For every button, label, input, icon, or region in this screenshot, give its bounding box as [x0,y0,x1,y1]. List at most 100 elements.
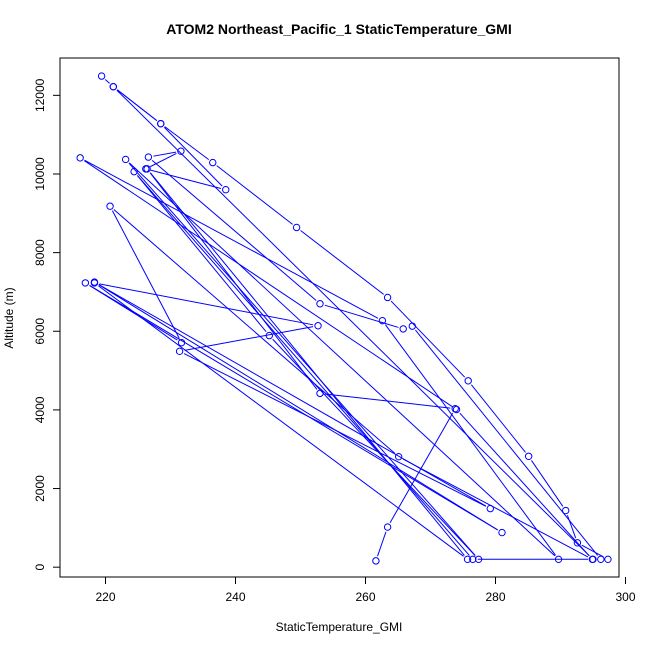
series-line-segment [324,304,399,328]
data-point [474,555,483,564]
series-line-segment [116,89,158,121]
data-point [378,316,387,325]
series-line-segment [84,159,379,319]
series-line-segment [470,384,526,453]
data-point [463,555,472,564]
data-point [383,523,392,531]
x-axis-label: StaticTemperature_GMI [276,620,403,634]
series-line-segment [150,152,177,168]
data-point [144,153,153,161]
data-point [175,347,184,356]
data-point [157,119,165,128]
data-point [121,155,130,164]
data-point [314,322,322,330]
data-point [106,202,114,210]
y-tick-label: 4000 [33,396,47,423]
data-point [316,300,324,308]
y-tick-label: 10000 [33,157,47,191]
chart-title: ATOM2 Northeast_Pacific_1 StaticTemperat… [166,21,511,37]
series-line-segment [111,210,180,339]
data-point [554,555,563,564]
series-line-segment [150,169,222,189]
series-line-segment [184,326,314,351]
series-line-segment [128,162,476,556]
data-point [372,557,380,565]
x-tick-label: 260 [355,590,375,604]
data-point [222,186,230,194]
series-line-segment [300,230,384,295]
data-point [292,223,301,232]
series-line-segment [98,285,464,557]
data-point [394,452,403,461]
series-line-segment [116,89,590,557]
data-point [498,528,506,537]
y-tick-label: 8000 [33,239,47,266]
series-line-segment [389,412,454,523]
data-point [209,158,217,167]
data-point [524,452,533,460]
data-point [177,338,186,347]
series-line-segment [390,300,466,378]
series-line-segment [581,544,604,558]
data-point [109,83,118,91]
series-line-segment [531,460,564,507]
data-point [130,167,138,176]
data-point [177,147,185,155]
data-point [469,555,477,564]
data-point [604,555,612,564]
series-line-segment [137,175,470,556]
data-point [588,555,597,564]
plot-frame [59,57,620,578]
series-line-segment [216,165,293,225]
axes-layer: 220 240 260 280 300 0 2000 4000 6000 8000 10000 120… [33,78,636,604]
series-line-segment [164,126,210,160]
series-line-segment [459,412,590,556]
series-line-segment [84,160,453,408]
series-line-segment [113,209,396,454]
series-line-segment [377,531,387,557]
data-point [383,293,392,302]
data-point [399,325,407,333]
data-point [81,279,90,287]
y-tick-label: 12000 [33,78,47,112]
series-line-segment [89,285,498,531]
series-line-segment [149,172,465,556]
series-line-segment [384,324,556,556]
data-point [90,279,99,287]
series-line-segment [163,126,223,187]
data-point [451,405,459,413]
series-line-segment [151,159,317,301]
series-line-segment [98,284,487,507]
x-tick-label: 280 [485,590,505,604]
series-line-segment [128,162,556,557]
data-point [597,555,605,564]
series-line-segment [98,284,499,531]
data-point [486,504,494,513]
y-tick-label: 0 [33,564,47,571]
data-point [452,405,461,414]
data-point [573,539,582,547]
y-tick-label: 2000 [33,475,47,502]
y-tick-label: 6000 [33,318,47,345]
x-tick-label: 220 [95,590,115,604]
series-line-segment [415,329,599,556]
series-line-segment [136,175,267,333]
data-point [562,506,570,515]
data-point [143,165,151,173]
data-point [97,72,106,80]
series-line-segment [402,458,589,558]
series-line-segment [149,172,318,390]
y-axis-label: Altitude (m) [2,287,16,348]
data-point [408,322,416,330]
series-layer [76,72,612,565]
x-tick-label: 300 [615,590,635,604]
series-line-segment [153,151,177,157]
data-point [76,154,84,162]
data-point [464,377,472,385]
series-line-segment [99,283,314,326]
x-tick-label: 240 [225,590,245,604]
series-line-segment [183,353,487,507]
series-line-segment [324,393,451,409]
series-line-segment [104,79,110,84]
